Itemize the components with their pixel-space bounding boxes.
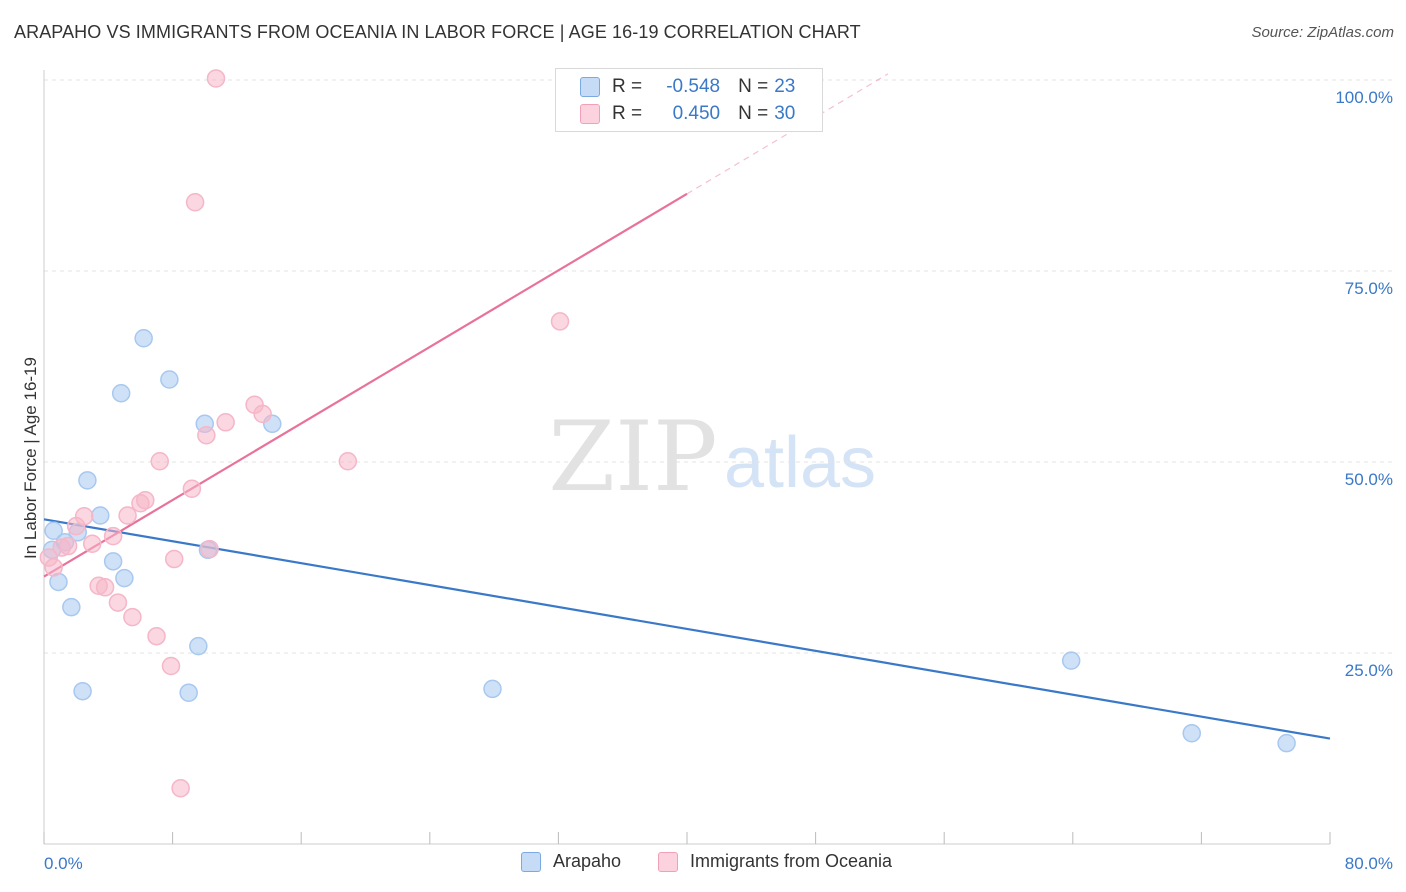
stats-legend: R = -0.548 N = 23 R = 0.450 N = 30 — [555, 68, 823, 132]
gridlines — [44, 79, 1393, 654]
source-label: Source: ZipAtlas.com — [1251, 24, 1394, 41]
y-tick-label: 25.0% — [1345, 661, 1393, 680]
stats-row-arapaho: R = -0.548 N = 23 — [580, 75, 795, 99]
x-tick-label-min: 0.0% — [44, 854, 83, 873]
chart-title: ARAPAHO VS IMMIGRANTS FROM OCEANIA IN LA… — [14, 22, 861, 42]
legend-item-oceania[interactable]: Immigrants from Oceania — [658, 851, 892, 872]
r-label: R = — [612, 103, 643, 124]
legend-swatch-arapaho — [521, 851, 541, 872]
n-label: N = — [738, 103, 769, 124]
arapaho-point[interactable] — [115, 568, 134, 588]
arapaho-point[interactable] — [1061, 651, 1081, 670]
r-value: 0.450 — [672, 103, 721, 124]
r-label: R = — [612, 76, 643, 97]
n-value: 30 — [774, 103, 796, 124]
trend-line-oceania — [43, 192, 688, 578]
trend-line-arapaho — [43, 518, 1331, 740]
y-tick-label: 100.0% — [1335, 88, 1393, 107]
y-tick-label: 50.0% — [1345, 470, 1393, 489]
series-legend: Arapaho Immigrants from Oceania — [0, 851, 1406, 877]
r-value: -0.548 — [666, 76, 721, 97]
watermark-zip: ZIP — [548, 401, 717, 513]
trend-lines — [43, 73, 1331, 740]
x-tick-label-max: 80.0% — [1345, 854, 1393, 873]
arapaho-point[interactable] — [134, 328, 153, 348]
y-tick-labels: 25.0% 50.0% 75.0% 100.0% — [1335, 88, 1393, 680]
oceania-point[interactable] — [216, 413, 235, 432]
oceania-point[interactable] — [185, 192, 205, 212]
oceania-point[interactable] — [182, 479, 202, 498]
arapaho-point[interactable] — [189, 636, 208, 656]
oceania-point[interactable] — [338, 451, 358, 471]
oceania-point[interactable] — [123, 607, 142, 627]
oceania-point[interactable] — [108, 593, 128, 612]
x-tick-labels: 0.0% 80.0% — [44, 854, 1393, 873]
oceania-point[interactable] — [118, 506, 137, 525]
arapaho-point[interactable] — [91, 506, 110, 525]
legend-label-oceania: Immigrants from Oceania — [690, 851, 893, 871]
stats-row-oceania: R = 0.450 N = 30 — [580, 102, 795, 126]
oceania-point[interactable] — [95, 578, 115, 597]
arapaho-point[interactable] — [179, 683, 198, 702]
arapaho-point[interactable] — [483, 679, 502, 699]
arapaho-point[interactable] — [73, 681, 92, 701]
oceania-point[interactable] — [150, 451, 169, 471]
oceania-point[interactable] — [206, 69, 226, 88]
oceania-point[interactable] — [44, 558, 63, 577]
oceania-point[interactable] — [164, 549, 184, 569]
oceania-point[interactable] — [58, 536, 78, 556]
oceania-swatch — [580, 104, 600, 124]
legend-swatch-oceania — [658, 851, 678, 872]
arapaho-point[interactable] — [62, 597, 81, 617]
arapaho-point[interactable] — [78, 471, 97, 490]
y-tick-label: 75.0% — [1345, 279, 1393, 298]
oceania-point[interactable] — [74, 506, 94, 526]
arapaho-point[interactable] — [1277, 733, 1296, 753]
arapaho-swatch — [580, 77, 600, 97]
oceania-point[interactable] — [103, 526, 123, 546]
arapaho-point[interactable] — [103, 552, 123, 571]
x-ticks — [43, 832, 1331, 844]
arapaho-point[interactable] — [44, 521, 63, 541]
oceania-point[interactable] — [147, 626, 166, 646]
oceania-point[interactable] — [136, 490, 155, 510]
arapaho-point[interactable] — [1182, 723, 1202, 743]
legend-item-arapaho[interactable]: Arapaho — [521, 851, 621, 872]
oceania-point[interactable] — [200, 539, 219, 559]
watermark: ZIP atlas — [548, 401, 876, 513]
data-points — [39, 69, 1296, 798]
n-label: N = — [738, 76, 769, 97]
oceania-point[interactable] — [550, 312, 570, 331]
oceania-point[interactable] — [161, 656, 181, 676]
oceania-point[interactable] — [171, 778, 190, 798]
oceania-point[interactable] — [82, 534, 102, 553]
watermark-atlas: atlas — [724, 423, 876, 503]
oceania-point[interactable] — [197, 426, 216, 445]
oceania-point[interactable] — [253, 404, 272, 424]
legend-label-arapaho: Arapaho — [553, 851, 622, 871]
arapaho-point[interactable] — [111, 383, 131, 403]
n-value: 23 — [774, 76, 796, 97]
arapaho-point[interactable] — [160, 370, 179, 389]
